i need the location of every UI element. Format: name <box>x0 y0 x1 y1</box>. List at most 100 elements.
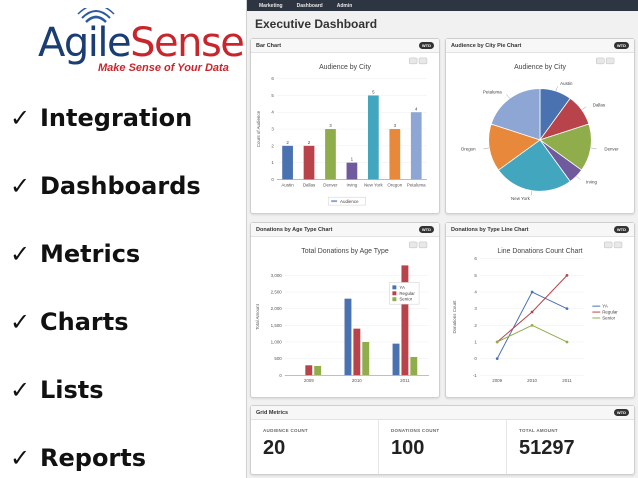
checkmark-icon: ✓ <box>10 240 31 268</box>
data-label: 2 <box>308 140 311 145</box>
legend-swatch <box>392 285 397 290</box>
y-tick-label: 5 <box>474 273 477 278</box>
signal-waves-icon <box>77 8 115 23</box>
slice-label: Denver <box>604 147 619 152</box>
bar <box>401 265 409 376</box>
line-chart: Line Donations Count Chart Donations Coun… <box>452 241 623 383</box>
bar <box>410 356 418 376</box>
wtd-button[interactable]: WTD <box>613 226 629 233</box>
data-label: 3 <box>394 123 397 128</box>
wtd-button[interactable]: WTD <box>613 409 629 416</box>
feature-item: ✓ Dashboards <box>10 152 201 220</box>
metric-value: 51297 <box>519 437 575 459</box>
legend-label: YA <box>602 304 608 309</box>
wtd-button[interactable]: WTD <box>418 42 434 49</box>
x-tick-label: Dallas <box>303 182 316 187</box>
bar <box>344 298 352 376</box>
slice-label: Dallas <box>593 103 606 108</box>
y-tick-label: 5 <box>271 93 274 98</box>
y-tick-label: 2 <box>474 323 477 328</box>
legend-label: Senior <box>399 297 412 302</box>
metric-label: TOTAL AMOUNT <box>519 428 558 433</box>
slice-leader <box>590 147 597 149</box>
y-tick-label: 4 <box>474 290 477 295</box>
grid-metrics-panel: Grid Metrics WTD AUDIENCE COUNT 20 DONATI… <box>250 405 635 475</box>
bar <box>346 162 358 180</box>
metric-label: DONATIONS COUNT <box>391 428 440 433</box>
chart-title: Total Donations by Age Type <box>301 248 389 255</box>
download-icon <box>613 241 623 249</box>
data-label: 4 <box>415 106 418 111</box>
y-tick-label: 1,000 <box>271 339 283 344</box>
feature-item: ✓ Lists <box>10 356 201 424</box>
bar <box>325 129 336 180</box>
y-tick-label: 1 <box>271 160 274 165</box>
y-tick-label: 4 <box>271 110 274 115</box>
bar <box>305 365 313 376</box>
y-tick-label: 6 <box>271 76 274 81</box>
y-tick-label: 2,500 <box>271 290 283 295</box>
data-label: 1 <box>351 157 354 162</box>
bar <box>314 365 322 376</box>
feature-label: Metrics <box>40 240 141 268</box>
data-label: 5 <box>372 89 375 94</box>
panel-title: Donations by Type Line Chart <box>451 226 529 233</box>
legend-label: Regular <box>602 310 618 315</box>
metric-total-amount: TOTAL AMOUNT 51297 <box>507 420 634 474</box>
nav-item-admin[interactable]: Admin <box>336 2 353 9</box>
brand-name: AgileSense <box>38 20 245 66</box>
legend-label: YA <box>399 285 405 290</box>
feature-label: Charts <box>40 308 129 336</box>
feature-item: ✓ Reports <box>10 424 201 478</box>
bar <box>389 129 401 180</box>
data-point <box>565 273 569 277</box>
data-point <box>565 307 569 311</box>
x-tick-label: 2010 <box>527 378 537 383</box>
checkmark-icon: ✓ <box>10 104 31 132</box>
x-tick-label: 2011 <box>562 378 572 383</box>
download-icon <box>418 57 428 65</box>
print-icon <box>596 57 605 65</box>
dashboard-screenshot: Marketing Dashboard Admin Executive Dash… <box>246 0 638 478</box>
slice-label: Petaluma <box>483 89 502 94</box>
slice-leader <box>530 190 533 196</box>
data-label: 3 <box>329 123 332 128</box>
x-tick-label: Denver <box>323 182 338 187</box>
slice-leader <box>555 86 558 92</box>
slice-label: New York <box>511 196 531 201</box>
page-title: Executive Dashboard <box>255 17 378 31</box>
feature-label: Integration <box>40 104 193 132</box>
data-point <box>530 310 534 314</box>
metric-value: 20 <box>263 437 286 459</box>
y-tick-label: 1,500 <box>271 323 283 328</box>
feature-list: ✓ Integration ✓ Dashboards ✓ Metrics ✓ Chart… <box>10 84 201 478</box>
x-tick-label: Austin <box>281 182 294 187</box>
nav-item-marketing[interactable]: Marketing <box>259 2 283 9</box>
pie-chart-panel: Audience by City Pie Chart WTD Audience b… <box>445 38 635 214</box>
y-axis-label: Count of Audience <box>256 110 261 147</box>
top-nav: Marketing Dashboard Admin <box>247 0 638 11</box>
feature-item: ✓ Integration <box>10 84 201 152</box>
wtd-button[interactable]: WTD <box>418 226 434 233</box>
x-tick-label: 2009 <box>304 378 314 383</box>
panel-title: Donations by Age Type Chart <box>256 226 333 233</box>
pie-chart: Audience by City Austin Dallas Denver Irving… <box>461 57 619 201</box>
download-icon <box>418 241 428 249</box>
y-tick-label: 3 <box>474 306 477 311</box>
nav-item-dashboard[interactable]: Dashboard <box>296 2 323 9</box>
data-point <box>495 340 499 344</box>
print-icon <box>408 241 418 249</box>
wtd-button[interactable]: WTD <box>613 42 629 49</box>
brand-name-part2: Sense <box>130 20 245 66</box>
legend-box <box>389 282 420 305</box>
legend-swatch <box>392 291 397 296</box>
legend-swatch <box>392 297 397 302</box>
bar <box>282 145 293 180</box>
y-tick-label: 6 <box>474 256 477 261</box>
slice-leader <box>483 147 490 149</box>
y-tick-label: 3,000 <box>271 273 283 278</box>
grouped-bar-chart: Total Donations by Age Type Total Amount 0… <box>255 241 429 383</box>
bar-chart: Audience by City Count of Audience 0 1 2 3 4 5 6… <box>256 57 428 206</box>
feature-item: ✓ Charts <box>10 288 201 356</box>
data-point <box>495 357 499 361</box>
